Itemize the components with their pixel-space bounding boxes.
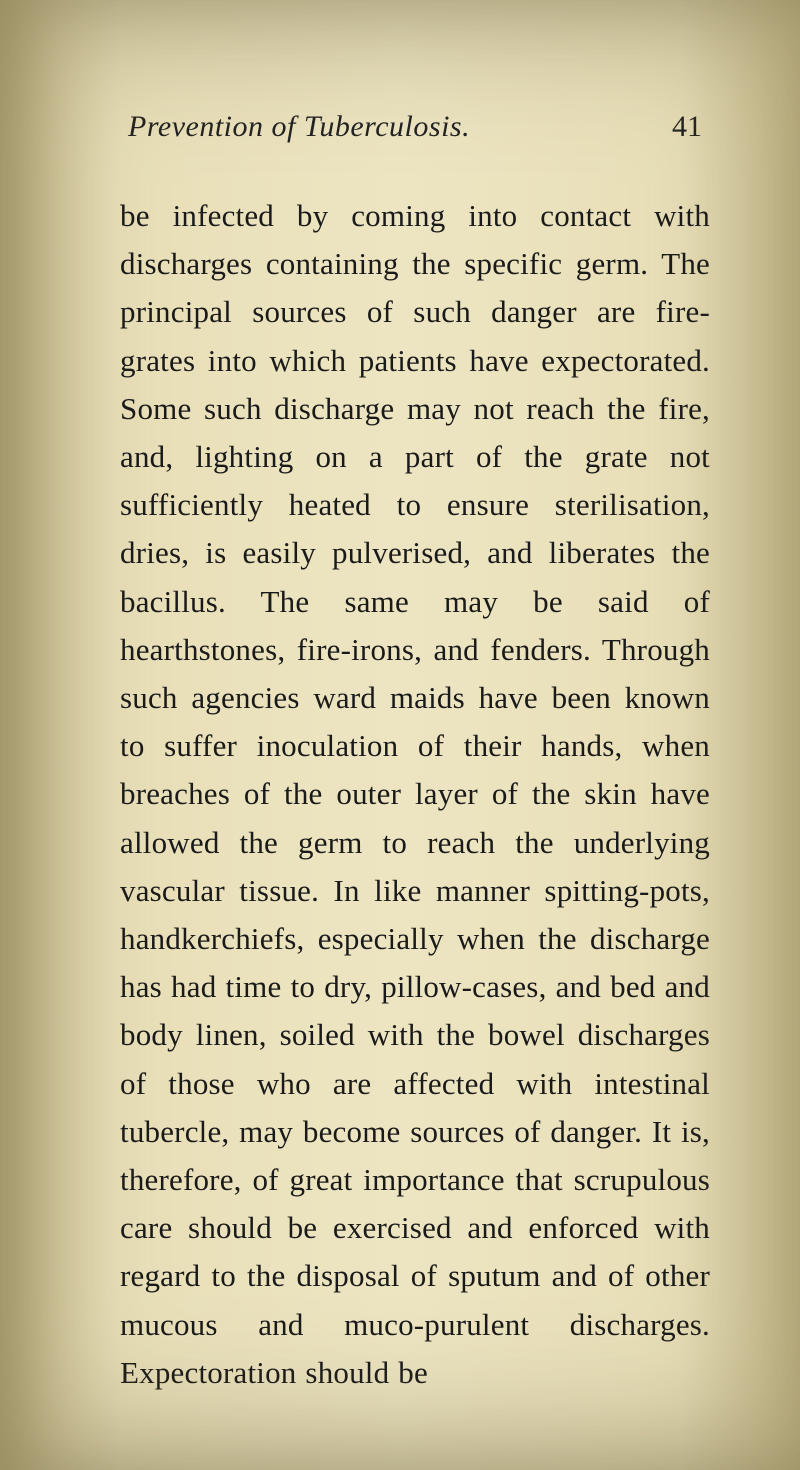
- running-title: Prevention of Tuberculosis.: [128, 110, 470, 144]
- page-number: 41: [672, 110, 702, 144]
- scanned-page: Prevention of Tuberculosis. 41 be infect…: [0, 0, 800, 1470]
- body-paragraph: be infected by coming into contact with …: [120, 192, 710, 1397]
- page-header: Prevention of Tuberculosis. 41: [120, 110, 710, 144]
